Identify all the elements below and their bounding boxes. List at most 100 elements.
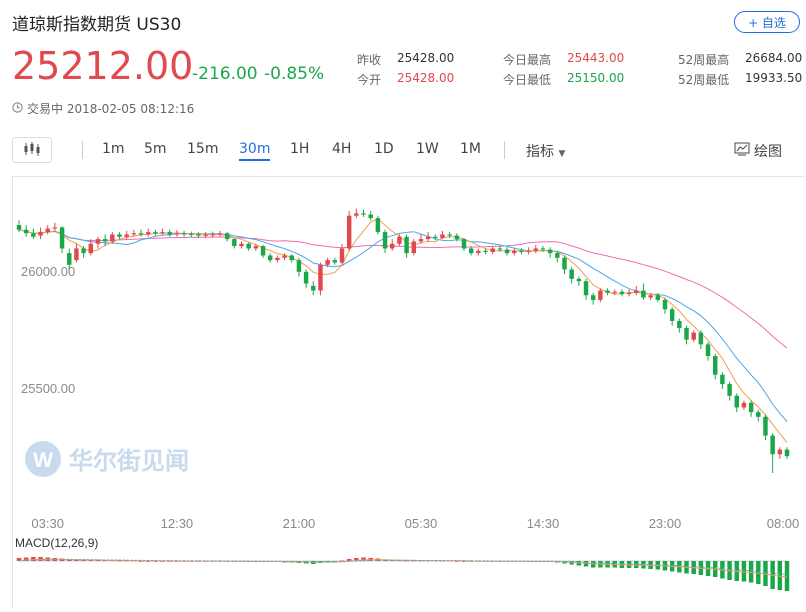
candle[interactable] xyxy=(332,257,338,265)
candle[interactable] xyxy=(533,244,539,254)
candle[interactable] xyxy=(160,228,165,236)
candle[interactable] xyxy=(590,292,596,305)
candle[interactable] xyxy=(138,229,144,237)
price-chart[interactable]: W 华尔街见闻 26000.00 25500.00 03:30 12:30 21:00… xyxy=(13,177,805,608)
candle[interactable] xyxy=(59,226,65,254)
candle[interactable] xyxy=(303,269,309,289)
candle[interactable] xyxy=(741,400,747,410)
tab-4h[interactable]: 4H xyxy=(332,141,352,157)
candle[interactable] xyxy=(95,236,101,249)
candle[interactable] xyxy=(605,288,610,296)
candle[interactable] xyxy=(124,230,129,240)
candle[interactable] xyxy=(81,246,86,258)
candle[interactable] xyxy=(519,248,524,255)
candle[interactable] xyxy=(504,247,510,256)
candle[interactable] xyxy=(224,232,230,242)
candle[interactable] xyxy=(246,242,251,251)
candle[interactable] xyxy=(433,234,438,241)
candle[interactable] xyxy=(102,234,108,247)
candle[interactable] xyxy=(476,248,481,256)
candle[interactable] xyxy=(641,283,646,300)
candle[interactable] xyxy=(23,225,29,237)
candle[interactable] xyxy=(196,232,201,238)
tab-1d[interactable]: 1D xyxy=(374,141,394,157)
candle[interactable] xyxy=(454,233,460,242)
candle[interactable] xyxy=(540,246,546,252)
add-watchlist-button[interactable]: + 自选 xyxy=(734,11,800,33)
candle[interactable] xyxy=(684,325,689,345)
candle[interactable] xyxy=(712,353,718,380)
candle[interactable] xyxy=(669,306,675,326)
candle[interactable] xyxy=(662,297,668,314)
candle[interactable] xyxy=(253,243,259,251)
candle[interactable] xyxy=(117,232,122,240)
candle[interactable] xyxy=(583,278,589,300)
candle[interactable] xyxy=(361,209,366,217)
candle[interactable] xyxy=(38,227,43,240)
candle[interactable] xyxy=(490,246,495,255)
candle[interactable] xyxy=(619,289,625,297)
candle[interactable] xyxy=(325,257,330,268)
candle[interactable] xyxy=(404,234,409,258)
candle[interactable] xyxy=(512,248,517,256)
candle[interactable] xyxy=(734,393,739,413)
tab-1w[interactable]: 1W xyxy=(416,141,439,157)
candle[interactable] xyxy=(189,231,194,238)
candle[interactable] xyxy=(777,447,783,459)
candle[interactable] xyxy=(447,232,452,238)
candle[interactable] xyxy=(346,211,352,251)
candle[interactable] xyxy=(440,230,445,240)
candle[interactable] xyxy=(31,228,36,240)
candle[interactable] xyxy=(289,254,294,263)
candle[interactable] xyxy=(167,229,172,237)
candle[interactable] xyxy=(720,372,725,389)
candle[interactable] xyxy=(648,292,653,300)
candle[interactable] xyxy=(275,255,280,263)
candle[interactable] xyxy=(677,318,682,333)
tab-15m[interactable]: 15m xyxy=(187,141,219,157)
candle[interactable] xyxy=(16,220,22,233)
candle[interactable] xyxy=(483,248,488,255)
candle[interactable] xyxy=(526,247,531,255)
candle[interactable] xyxy=(756,409,761,422)
candle[interactable] xyxy=(425,232,431,242)
candle[interactable] xyxy=(461,237,467,251)
candle[interactable] xyxy=(181,230,187,237)
candlestick-type-button[interactable] xyxy=(12,137,52,163)
tab-5m[interactable]: 5m xyxy=(144,141,167,157)
candle[interactable] xyxy=(311,281,316,296)
candle[interactable] xyxy=(555,250,560,263)
candle[interactable] xyxy=(698,330,704,350)
candle[interactable] xyxy=(354,208,359,219)
candle[interactable] xyxy=(497,246,503,252)
candle[interactable] xyxy=(232,237,237,249)
candle[interactable] xyxy=(88,239,94,256)
candle[interactable] xyxy=(784,447,790,459)
candle[interactable] xyxy=(282,253,287,261)
candle[interactable] xyxy=(260,244,266,258)
candle[interactable] xyxy=(634,285,639,296)
candle[interactable] xyxy=(382,229,388,254)
candle[interactable] xyxy=(296,257,302,277)
candle[interactable] xyxy=(468,246,474,256)
candle[interactable] xyxy=(397,234,402,247)
candle[interactable] xyxy=(52,222,58,233)
candle[interactable] xyxy=(562,255,567,275)
candle[interactable] xyxy=(174,230,180,237)
candle[interactable] xyxy=(727,381,732,401)
candle[interactable] xyxy=(411,239,416,256)
candle[interactable] xyxy=(576,276,582,286)
candle[interactable] xyxy=(770,433,775,473)
candle[interactable] xyxy=(210,231,216,238)
candle[interactable] xyxy=(705,342,711,361)
candle[interactable] xyxy=(390,239,395,251)
candle[interactable] xyxy=(67,248,72,270)
candle[interactable] xyxy=(368,211,373,221)
candle[interactable] xyxy=(547,247,553,258)
candle[interactable] xyxy=(569,267,574,284)
candle[interactable] xyxy=(217,230,223,237)
candle[interactable] xyxy=(110,232,115,244)
candle[interactable] xyxy=(45,225,50,235)
indicator-dropdown[interactable]: 指标 ▼ xyxy=(526,141,565,161)
candle[interactable] xyxy=(318,262,323,296)
